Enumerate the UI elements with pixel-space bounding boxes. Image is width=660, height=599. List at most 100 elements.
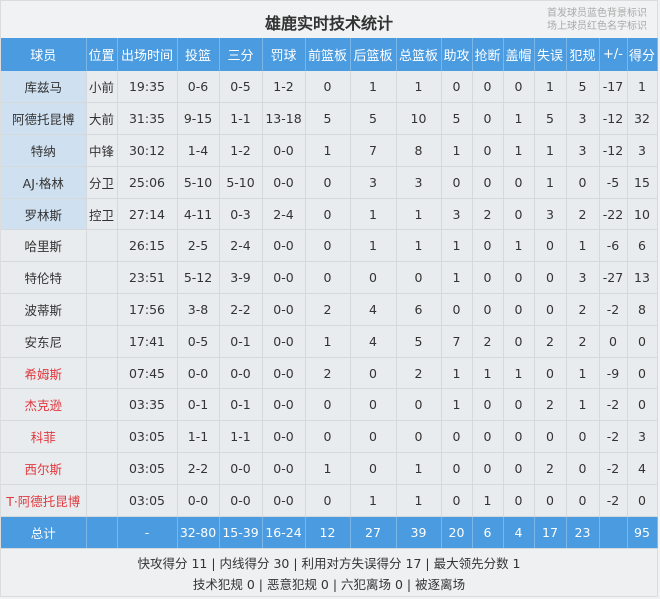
player-row: 科菲 03:05 1-1 1-1 0-0 0 0 0 0 0 0 0 0 -2 3 [1,420,658,454]
stat-cell: 17:41 [117,325,178,358]
stat-cell: 4 [350,325,397,358]
player-name[interactable]: 特纳 [1,134,87,167]
stat-cell: 2 [534,325,567,358]
stat-cell: -5 [599,166,628,199]
player-name[interactable]: T·阿德托昆博 [1,484,87,517]
stat-cell: 1 [305,325,351,358]
player-name[interactable]: AJ·格林 [1,166,87,199]
stat-cell: 1 [534,166,567,199]
stat-cell: 03:35 [117,388,178,422]
stat-cell: 4 [627,452,658,485]
stat-cell: 1-1 [177,420,220,454]
player-name[interactable]: 特伦特 [1,261,87,295]
stat-cell: 0 [305,166,351,199]
stat-cell: 0-5 [177,325,220,358]
stat-cell [86,229,118,263]
column-header: 罚球 [262,38,306,71]
stat-cell: 5-10 [177,166,220,199]
player-name[interactable]: 杰克逊 [1,388,87,422]
stat-cell: 0 [566,452,600,485]
stat-cell: 1 [566,357,600,390]
stat-cell: 26:15 [117,229,178,263]
stat-cell: 0 [503,325,535,358]
stat-cell: 3 [566,102,600,136]
player-row: 安东尼 17:41 0-5 0-1 0-0 1 4 5 7 2 0 2 2 0 0 [1,325,658,358]
stat-cell: 0 [566,420,600,454]
column-header: 前篮板 [305,38,351,71]
stat-cell: 1 [472,484,504,517]
stat-cell: 7 [441,325,473,358]
stat-cell: 0 [627,484,658,517]
player-name[interactable]: 西尔斯 [1,452,87,485]
stat-cell: 0 [534,229,567,263]
stat-cell: 0 [472,261,504,295]
stat-cell: 0-0 [262,293,306,326]
stat-cell: 2 [534,452,567,485]
column-header: 抢断 [472,38,504,71]
total-cell: 20 [441,516,473,549]
stat-cell: 2 [566,293,600,326]
stat-cell: 0 [472,229,504,263]
stat-cell: 0-1 [219,388,263,422]
stat-cell: 0 [472,134,504,167]
stat-cell: 0-0 [262,357,306,390]
stat-cell [86,388,118,422]
stat-cell: 3 [566,261,600,295]
stat-cell: 2-2 [219,293,263,326]
stat-cell: 3 [441,198,473,231]
stat-cell: 0-0 [177,357,220,390]
stat-cell: 1 [350,198,397,231]
stat-cell: 2 [472,198,504,231]
stat-cell: 0 [441,452,473,485]
stat-cell: 1 [305,134,351,167]
player-name[interactable]: 波蒂斯 [1,293,87,326]
stat-cell: 07:45 [117,357,178,390]
stat-cell: 0-6 [177,71,220,104]
stat-cell: 5 [534,102,567,136]
stat-cell: 0 [472,452,504,485]
stat-cell: 03:05 [117,452,178,485]
stat-cell: 4-11 [177,198,220,231]
stat-cell: 2-5 [177,229,220,263]
stat-cell: 1 [566,388,600,422]
stat-cell: 2-4 [262,198,306,231]
total-cell [86,516,118,549]
player-name[interactable]: 希姆斯 [1,357,87,390]
stat-cell: 2 [566,325,600,358]
stat-cell: 2 [472,325,504,358]
stat-cell: 0 [305,71,351,104]
stat-cell: 分卫 [86,166,118,199]
stat-cell: 0 [472,420,504,454]
stat-cell: 5 [396,325,442,358]
stat-cell: 5 [305,102,351,136]
player-name[interactable]: 阿德托昆博 [1,102,87,136]
player-name[interactable]: 哈里斯 [1,229,87,263]
stat-cell: 2 [534,388,567,422]
stat-cell: 0 [350,357,397,390]
stat-cell: 0-0 [262,420,306,454]
total-label: 总计 [1,516,87,549]
stat-cell: 0 [627,388,658,422]
stat-cell: 0-1 [219,325,263,358]
total-cell: 39 [396,516,442,549]
stat-cell: 1 [350,71,397,104]
player-name[interactable]: 科菲 [1,420,87,454]
player-name[interactable]: 安东尼 [1,325,87,358]
stat-cell: -17 [599,71,628,104]
stat-cell: 0-0 [262,134,306,167]
stat-cell: -27 [599,261,628,295]
stat-cell: 控卫 [86,198,118,231]
summary-line-2: 技术犯规 0 | 恶意犯规 0 | 六犯离场 0 | 被逐离场 [192,576,466,592]
stat-cell: 1-2 [219,134,263,167]
stat-cell [86,261,118,295]
stat-cell: 0 [503,452,535,485]
legend-starter: 首发球员蓝色背景标识 [547,8,647,19]
table-header: 球员 位置 出场时间 投篮 三分 罚球 前篮板 后篮板 总篮板 助攻 抢断 盖帽 失误 犯规 +/- 得分 [1,38,658,71]
total-cell: 4 [503,516,535,549]
player-name[interactable]: 库兹马 [1,71,87,104]
stat-cell: 31:35 [117,102,178,136]
player-name[interactable]: 罗林斯 [1,198,87,231]
stat-cell: 1 [503,134,535,167]
stat-cell: 5-10 [219,166,263,199]
stat-cell: 1 [396,71,442,104]
